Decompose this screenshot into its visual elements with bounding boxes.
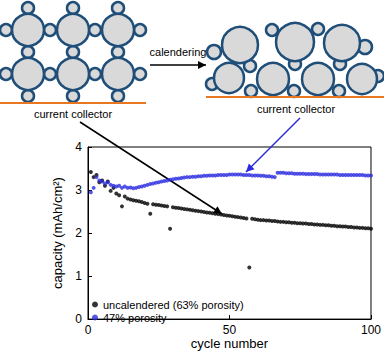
svg-text:100: 100 xyxy=(361,323,381,337)
svg-text:current collector: current collector xyxy=(257,103,336,115)
svg-text:capacity (mAh/cm²): capacity (mAh/cm²) xyxy=(50,177,65,289)
svg-text:calendering: calendering xyxy=(150,46,207,58)
svg-text:3: 3 xyxy=(75,183,82,197)
svg-text:4: 4 xyxy=(75,140,82,154)
svg-text:0: 0 xyxy=(75,312,82,326)
svg-text:cycle number: cycle number xyxy=(191,336,269,351)
svg-text:uncalendered (63% porosity): uncalendered (63% porosity) xyxy=(103,299,244,311)
svg-text:1: 1 xyxy=(75,269,82,283)
svg-text:current collector: current collector xyxy=(34,108,113,120)
svg-text:50: 50 xyxy=(223,323,237,337)
svg-text:0: 0 xyxy=(85,323,92,337)
svg-text:2: 2 xyxy=(75,226,82,240)
svg-text:47% porosity: 47% porosity xyxy=(103,312,167,324)
